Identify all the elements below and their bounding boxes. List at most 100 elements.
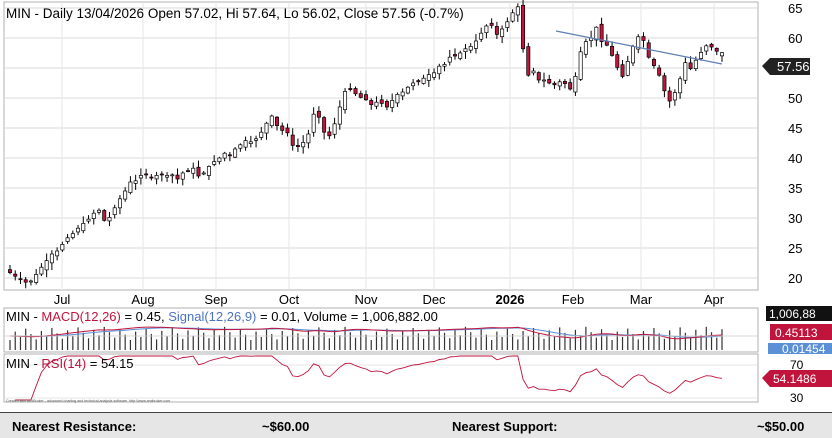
volume-bar (360, 329, 362, 350)
macd-legend: MIN - MACD(12,26) = 0.45, Signal(12,26,9… (6, 309, 438, 324)
candle-body (515, 6, 520, 16)
volume-bar (244, 334, 247, 350)
price-panel-frame (3, 1, 759, 291)
volume-bar (532, 328, 535, 350)
volume-bar (496, 331, 498, 350)
candle-body (316, 110, 321, 118)
signal-legend-value: = 0.01, Volume = 1,006,882.00 (256, 309, 437, 324)
volume-bar (77, 327, 79, 350)
candle-body (662, 75, 667, 92)
volume-bar (161, 331, 163, 350)
volume-bar (333, 329, 336, 350)
candle-body (620, 64, 625, 77)
volume-bar (51, 328, 53, 350)
volume-bar (328, 338, 330, 350)
volume-bar (375, 331, 378, 350)
price-tick-label: 65 (788, 1, 802, 16)
last-price-badge: 57.56 (762, 58, 810, 75)
candle-body (301, 142, 306, 148)
price-tick-label: 45 (788, 121, 802, 136)
volume-bar (302, 338, 304, 350)
candle-body (97, 209, 101, 213)
volume-bar (318, 327, 320, 350)
rsi-line-group (4, 355, 758, 401)
volume-bar (653, 328, 655, 350)
candle-body (453, 54, 457, 57)
candle-body (416, 80, 421, 83)
volume-bar (150, 334, 152, 350)
month-tick-label: Aug (131, 292, 154, 307)
candle-body (39, 266, 44, 275)
volume-bar (40, 331, 43, 350)
volume-bar (187, 330, 189, 350)
price-tick-label: 35 (788, 181, 802, 196)
candle-body (531, 70, 536, 74)
volume-bar (559, 327, 561, 350)
volume-bar (208, 338, 210, 350)
candle-body (144, 173, 149, 176)
candle-body (636, 36, 641, 50)
candle-body (306, 133, 311, 144)
volume-bar (590, 332, 592, 350)
volume-bar (658, 333, 660, 350)
candle-body (672, 92, 677, 101)
volume-bar (203, 332, 205, 350)
month-tick-label: Jul (54, 292, 71, 307)
volume-bar (506, 328, 508, 350)
candle-body (159, 173, 164, 176)
candle-body (65, 237, 70, 242)
volume-bar (108, 332, 111, 350)
candle-body (421, 77, 426, 84)
support-value: ~$50.00 (757, 419, 805, 434)
volume-bar (511, 334, 514, 350)
levels-footer: Nearest Resistance: ~$60.00 Nearest Supp… (0, 412, 832, 438)
volume-bar (669, 330, 671, 350)
candle-body (526, 46, 531, 76)
candle-body (536, 72, 541, 81)
rsi-legend-label: RSI(14) (41, 356, 86, 371)
volume-bar (234, 337, 236, 350)
candle-body (489, 22, 494, 26)
candle-body (447, 56, 452, 63)
volume-bar (517, 339, 519, 350)
candle-body (149, 176, 154, 179)
volume-bar (344, 326, 346, 350)
candle-body (290, 134, 295, 146)
candle-body (23, 279, 28, 283)
volume-bar (428, 330, 430, 350)
volume-bar (632, 334, 634, 350)
volume-bar (663, 338, 666, 350)
rsi-line (15, 355, 723, 401)
month-tick-label: Nov (354, 292, 378, 307)
month-tick-label: Oct (279, 292, 300, 307)
volume-bar (648, 336, 650, 350)
volume-bar (433, 335, 435, 350)
candle-body (154, 175, 159, 180)
price-tick-label: 25 (788, 241, 802, 256)
volume-bar (710, 332, 713, 350)
candle-body (573, 76, 578, 93)
candle-body (353, 88, 358, 95)
signal-legend-label: Signal(12,26,9) (168, 309, 256, 324)
candle-body (295, 145, 300, 147)
candle-body (432, 72, 437, 78)
volume-bar (642, 331, 645, 350)
volume-bar (370, 340, 372, 350)
volume-bar (637, 339, 639, 350)
candle-body (212, 161, 217, 165)
candle-body (117, 198, 122, 209)
volume-bar (616, 331, 618, 350)
candle-body (112, 207, 117, 216)
resistance-value: ~$60.00 (262, 419, 310, 434)
candle-body (49, 253, 54, 264)
volume-bar (192, 335, 194, 350)
volume-bar (271, 334, 273, 350)
volume-bar (386, 328, 388, 350)
candle-body (165, 175, 170, 178)
candle-body (259, 131, 264, 138)
volume-bar (485, 334, 488, 350)
signal-badge (768, 343, 832, 354)
candle-body (688, 62, 693, 69)
volume-bar (250, 340, 252, 350)
volume-bar (30, 334, 32, 350)
